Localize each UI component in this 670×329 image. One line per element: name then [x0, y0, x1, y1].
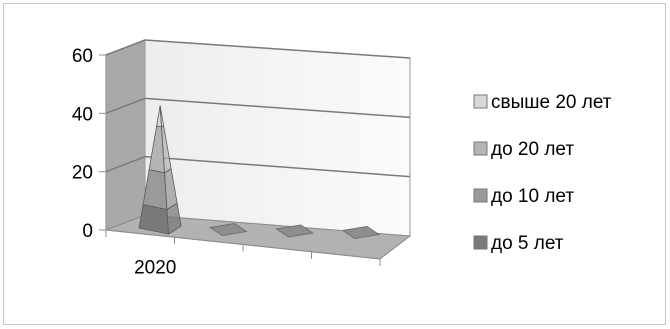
y-tick-label: 40: [72, 104, 93, 125]
y-tick-label: 60: [72, 46, 93, 67]
gridline-side: [105, 39, 146, 56]
pyramid-base: [209, 222, 248, 237]
side-wall: [105, 39, 146, 231]
legend-swatch: [473, 188, 488, 203]
pyramid-base: [341, 225, 381, 240]
y-tick-label: 0: [82, 221, 93, 242]
gridline: [144, 97, 411, 119]
legend-swatch: [473, 235, 488, 250]
gridline-side: [105, 155, 146, 173]
legend-swatch: [473, 94, 488, 109]
gridline: [144, 155, 411, 178]
gridline-side: [105, 97, 146, 115]
legend-label: свыше 20 лет: [491, 92, 612, 113]
legend-label: до 20 лет: [491, 139, 574, 160]
back-wall: [144, 39, 411, 237]
legend-swatch: [473, 141, 488, 156]
pyramid-base: [275, 224, 314, 238]
legend-label: до 10 лет: [491, 186, 574, 207]
gridline: [144, 39, 411, 59]
y-tick-label: 20: [72, 163, 93, 184]
x-tick-label: 2020: [134, 258, 176, 279]
legend-label: до 5 лет: [491, 233, 564, 254]
pyramid-segment-side: [159, 105, 165, 128]
